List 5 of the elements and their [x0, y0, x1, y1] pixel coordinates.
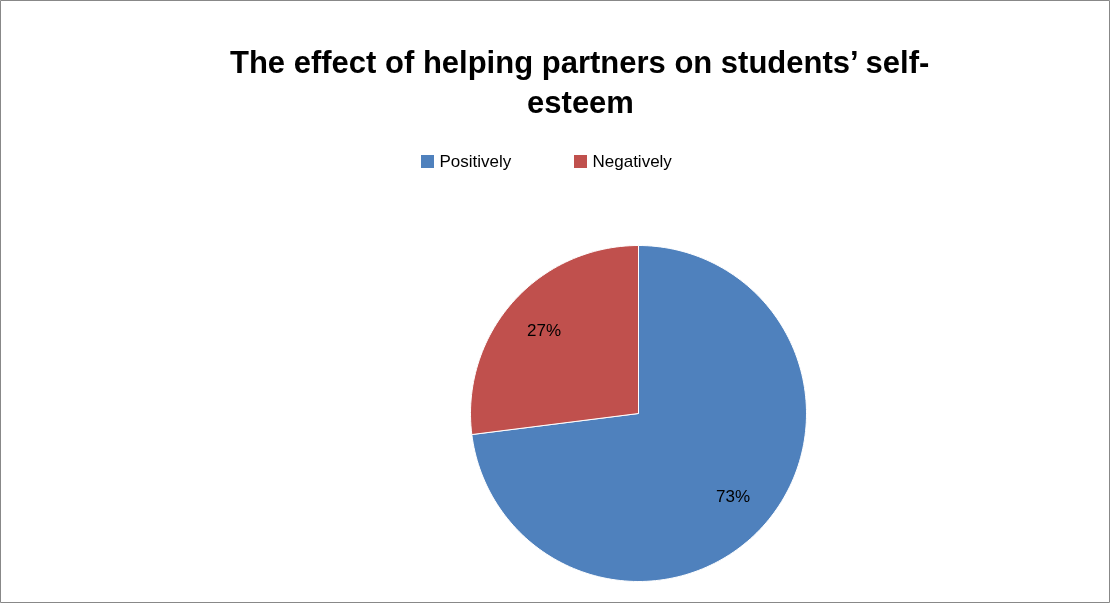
data-label: 27%	[526, 320, 561, 340]
data-label: 73%	[716, 487, 751, 507]
legend-label: Positively	[439, 152, 512, 171]
legend-label: Negatively	[592, 152, 673, 171]
chart-title: The effect of helping partners on students’ self-esteem	[229, 45, 930, 120]
